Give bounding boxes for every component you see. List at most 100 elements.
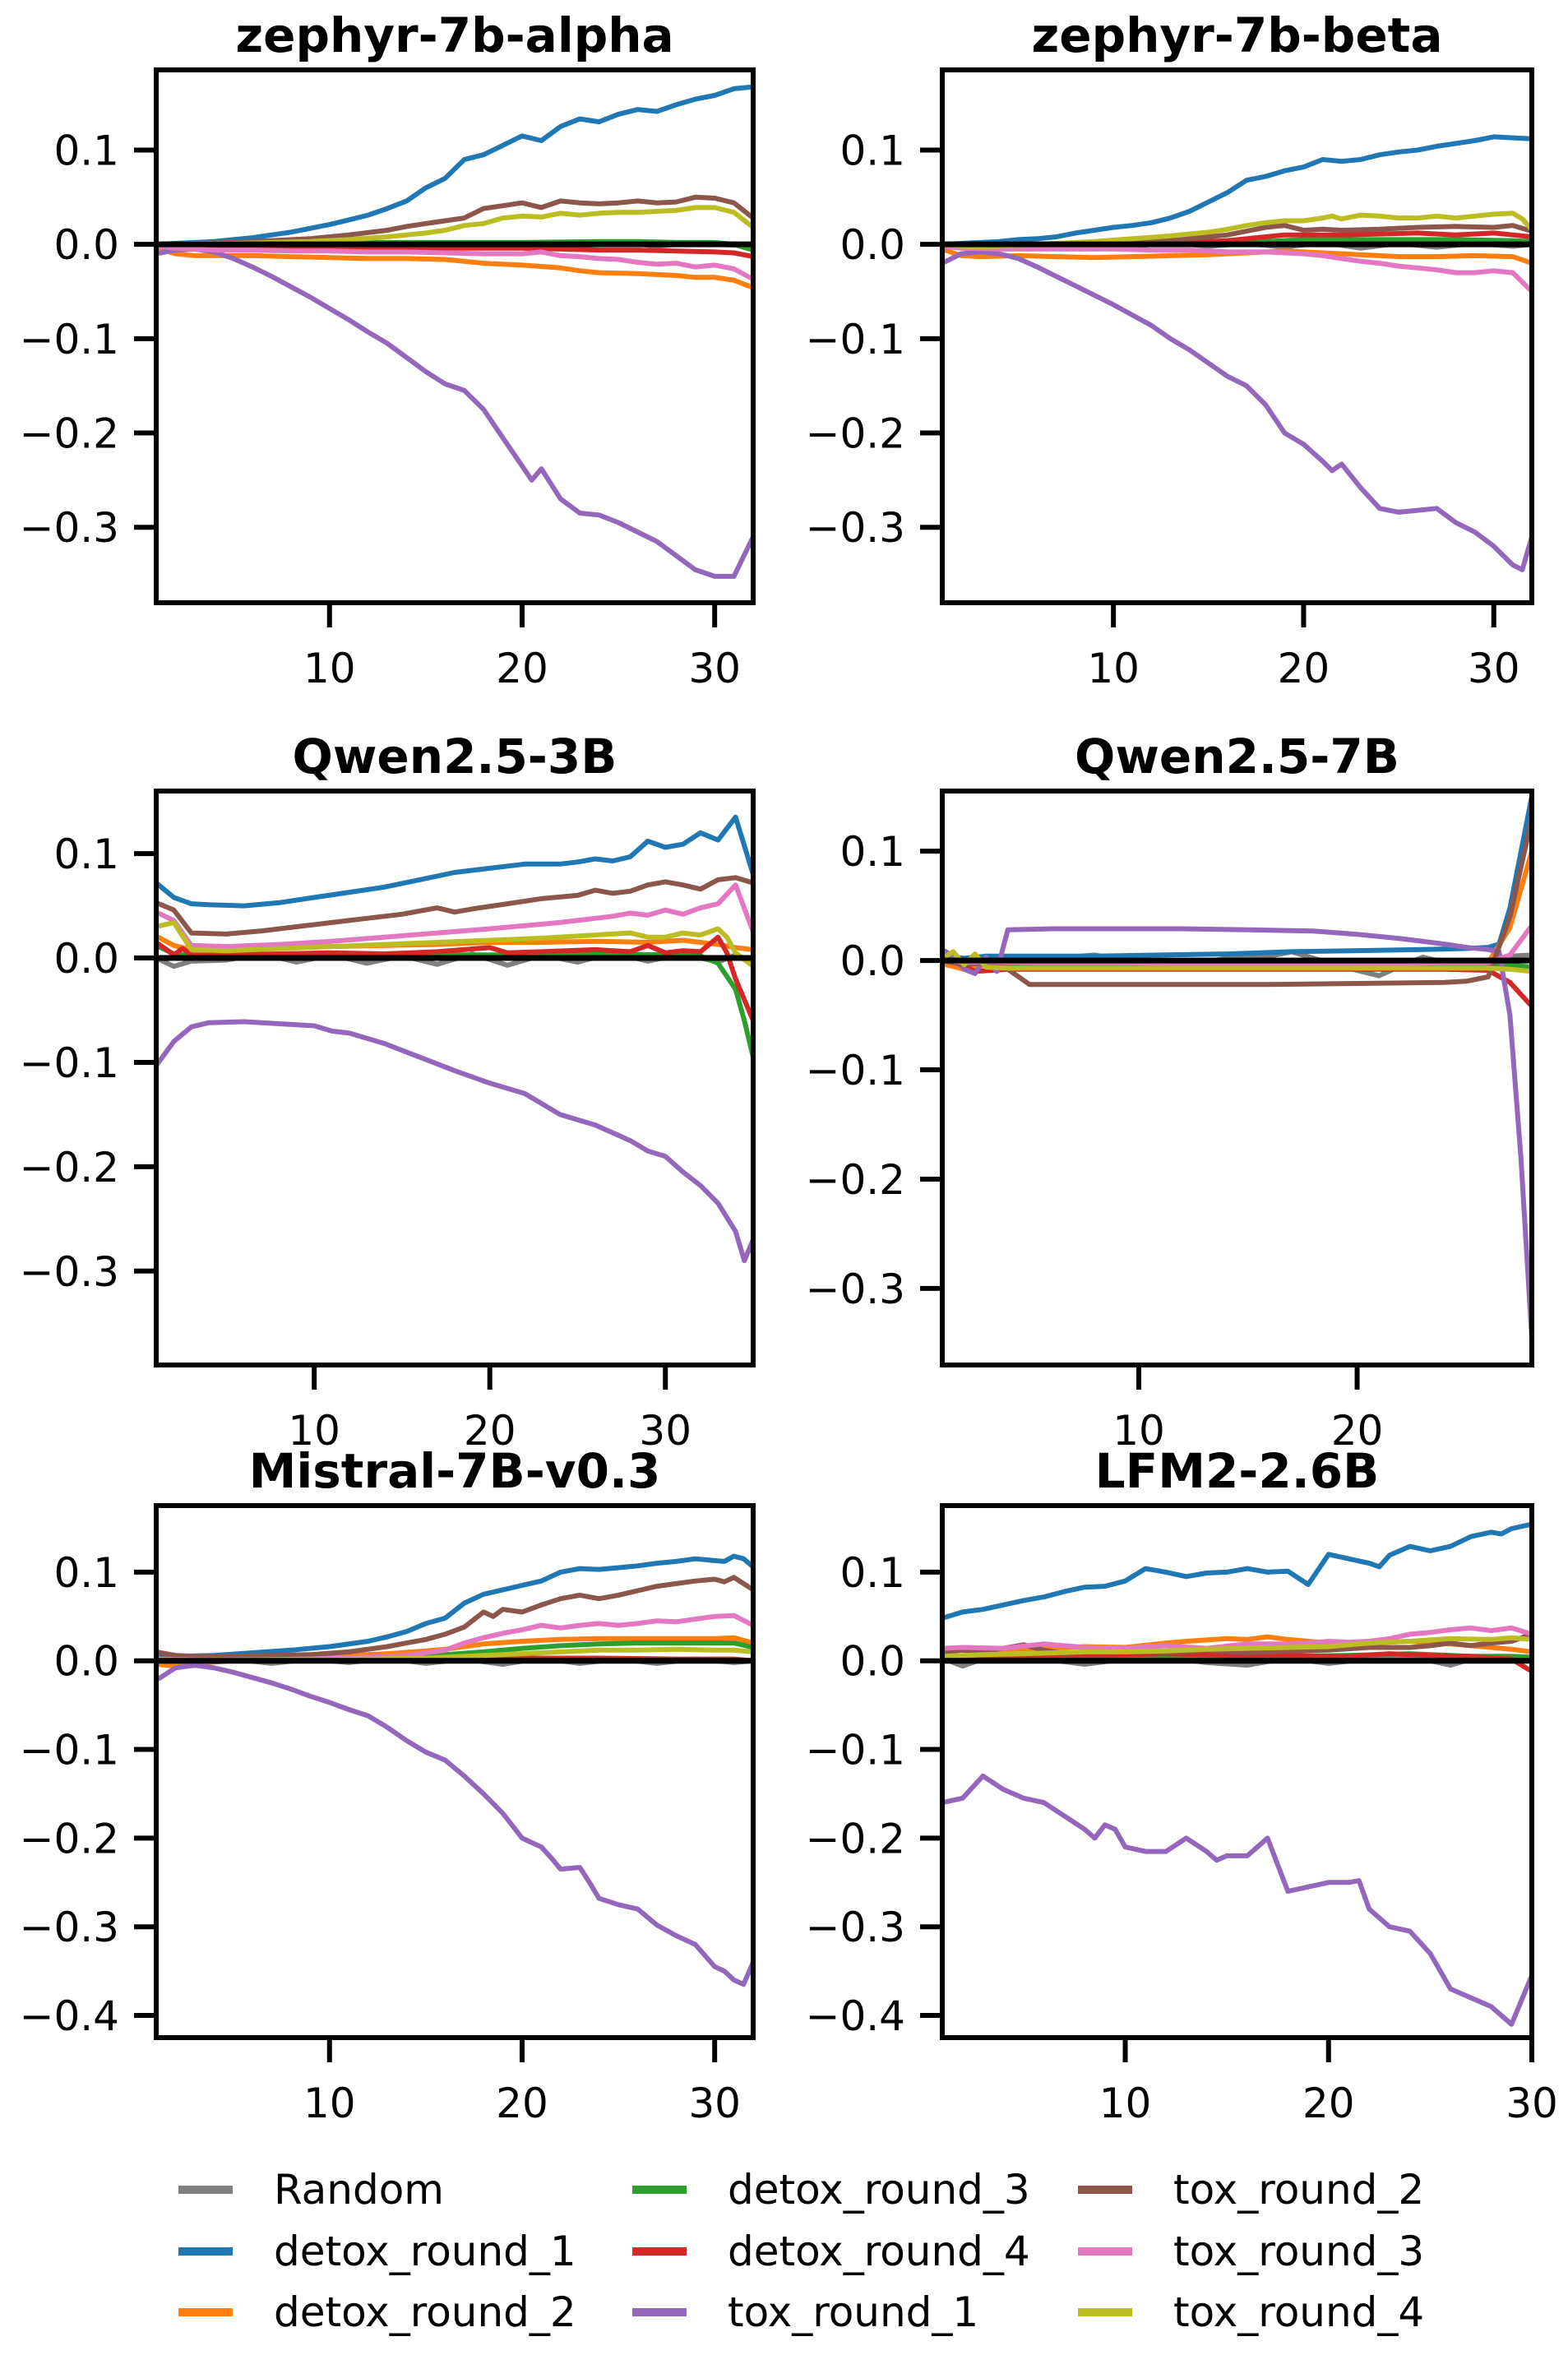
legend-label-detox_round_2: detox_round_2 <box>274 2288 576 2336</box>
y-tick-label: −0.2 <box>20 410 119 458</box>
legend-label-detox_round_3: detox_round_3 <box>728 2166 1030 2214</box>
y-tick-label: 0.0 <box>840 221 905 269</box>
panel-zephyr-7b-beta: zephyr-7b-beta 0.1 0.0 −0.1 −0.2 −0.3 10 20 30 <box>806 7 1534 692</box>
legend-item-detox_round_1: detox_round_1 <box>178 2228 576 2275</box>
panel-Mistral-7B-v0.3: Mistral-7B-v0.3 0.1 0.0 −0.1 −0.2 −0.3 −0.4 10 2… <box>20 1443 756 2127</box>
y-tick-label: 0.0 <box>840 1638 905 1686</box>
series-line-tox_round_1 <box>156 1663 753 1987</box>
y-tick-label: 0.1 <box>53 831 119 878</box>
y-tick-label: −0.1 <box>806 316 905 363</box>
x-tick-label: 20 <box>464 1407 516 1455</box>
y-tick-label: −0.3 <box>806 1265 905 1313</box>
panel-title: Mistral-7B-v0.3 <box>249 1443 661 1499</box>
y-tick-label: 0.1 <box>840 127 905 174</box>
series-line-tox_round_3 <box>942 243 1532 294</box>
legend-label-tox_round_4: tox_round_4 <box>1173 2288 1424 2336</box>
y-tick-label: 0.0 <box>53 935 119 983</box>
series-line-tox_round_3 <box>156 882 753 950</box>
series-line-tox_round_1 <box>942 1773 1532 2027</box>
legend-item-detox_round_2: detox_round_2 <box>178 2288 576 2336</box>
series-line-detox_round_1 <box>156 1553 753 1659</box>
y-tick-label: −0.2 <box>806 1815 905 1862</box>
x-tick-label: 20 <box>1278 645 1330 692</box>
legend-item-Random: Random <box>178 2166 444 2214</box>
y-tick-label: 0.1 <box>840 828 905 876</box>
y-tick-label: −0.2 <box>806 410 905 458</box>
axes-frame <box>940 1503 1534 2040</box>
series-group <box>942 794 1532 1340</box>
legend-item-detox_round_3: detox_round_3 <box>632 2166 1030 2214</box>
legend-label-detox_round_1: detox_round_1 <box>274 2228 576 2275</box>
series-group <box>942 1521 1532 2027</box>
series-line-tox_round_1 <box>942 249 1532 572</box>
series-line-detox_round_1 <box>942 134 1532 248</box>
x-tick-label: 20 <box>496 645 548 692</box>
panel-Qwen2.5-7B: Qwen2.5-7B 0.1 0.0 −0.1 −0.2 −0.3 10 20 <box>806 729 1534 1455</box>
y-tick-label: −0.3 <box>806 504 905 552</box>
legend-item-tox_round_2: tox_round_2 <box>1078 2166 1424 2214</box>
x-tick-label: 10 <box>1087 645 1140 692</box>
series-line-tox_round_1 <box>156 1019 753 1264</box>
y-tick-label: 0.0 <box>53 1638 119 1686</box>
series-line-tox_round_3 <box>156 243 753 282</box>
series-line-detox_round_1 <box>156 814 753 909</box>
series-line-tox_round_2 <box>156 875 753 937</box>
y-tick-label: −0.1 <box>806 1047 905 1094</box>
y-tick-label: −0.3 <box>20 1248 119 1296</box>
series-line-detox_round_1 <box>942 1521 1532 1621</box>
y-tick-label: −0.2 <box>20 1144 119 1191</box>
panel-title: zephyr-7b-alpha <box>235 7 673 63</box>
y-tick-label: −0.3 <box>20 1904 119 1951</box>
x-tick-label: 10 <box>303 645 356 692</box>
legend: Random detox_round_1 detox_round_2 detox_ro… <box>178 2166 1424 2336</box>
x-tick-label: 20 <box>496 2080 548 2127</box>
x-tick-label: 30 <box>688 645 741 692</box>
x-tick-label: 10 <box>1099 2080 1152 2127</box>
series-line-detox_round_2 <box>156 245 753 290</box>
y-tick-label: −0.2 <box>806 1156 905 1204</box>
x-tick-label: 10 <box>303 2080 356 2127</box>
panel-title: LFM2-2.6B <box>1095 1443 1380 1499</box>
x-tick-label: 10 <box>288 1407 340 1455</box>
series-line-tox_round_2 <box>156 194 753 248</box>
x-tick-label: 30 <box>1468 645 1520 692</box>
panel-LFM2-2.6B: LFM2-2.6B 0.1 0.0 −0.1 −0.2 −0.3 −0.4 10 20 30 <box>806 1443 1558 2127</box>
panel-title: zephyr-7b-beta <box>1031 7 1442 63</box>
legend-item-detox_round_4: detox_round_4 <box>632 2228 1030 2275</box>
y-tick-label: −0.4 <box>806 1992 905 2040</box>
y-tick-label: 0.0 <box>53 221 119 269</box>
y-tick-label: 0.1 <box>53 1549 119 1597</box>
legend-label-tox_round_3: tox_round_3 <box>1173 2228 1424 2275</box>
series-line-detox_round_1 <box>156 84 753 248</box>
panel-Qwen2.5-3B: Qwen2.5-3B 0.1 0.0 −0.1 −0.2 −0.3 10 20 30 <box>20 729 756 1455</box>
x-tick-label: 20 <box>1302 2080 1355 2127</box>
series-line-tox_round_3 <box>942 1625 1532 1651</box>
x-tick-label: 30 <box>639 1407 691 1455</box>
x-tick-label: 30 <box>688 2080 741 2127</box>
legend-label-tox_round_2: tox_round_2 <box>1173 2166 1424 2214</box>
series-line-detox_round_4 <box>156 934 753 1024</box>
legend-label-detox_round_4: detox_round_4 <box>728 2228 1030 2275</box>
series-line-tox_round_4 <box>942 1635 1532 1659</box>
axes-frame <box>940 789 1534 1367</box>
legend-label-Random: Random <box>274 2166 444 2214</box>
y-tick-label: 0.1 <box>53 127 119 174</box>
series-line-tox_round_2 <box>156 1575 753 1659</box>
x-tick-label: 10 <box>1112 1407 1165 1455</box>
y-tick-label: −0.3 <box>20 504 119 552</box>
legend-item-tox_round_1: tox_round_1 <box>632 2288 978 2336</box>
legend-item-tox_round_3: tox_round_3 <box>1078 2228 1424 2275</box>
panel-title: Qwen2.5-3B <box>293 729 617 784</box>
y-tick-label: −0.1 <box>20 1727 119 1774</box>
legend-item-tox_round_4: tox_round_4 <box>1078 2288 1424 2336</box>
y-tick-label: 0.1 <box>840 1549 905 1597</box>
y-tick-label: −0.1 <box>20 1039 119 1087</box>
x-tick-label: 30 <box>1506 2080 1558 2127</box>
axes-frame <box>154 789 756 1367</box>
y-tick-label: −0.1 <box>806 1727 905 1774</box>
y-tick-label: −0.1 <box>20 316 119 363</box>
y-tick-label: −0.2 <box>20 1815 119 1862</box>
